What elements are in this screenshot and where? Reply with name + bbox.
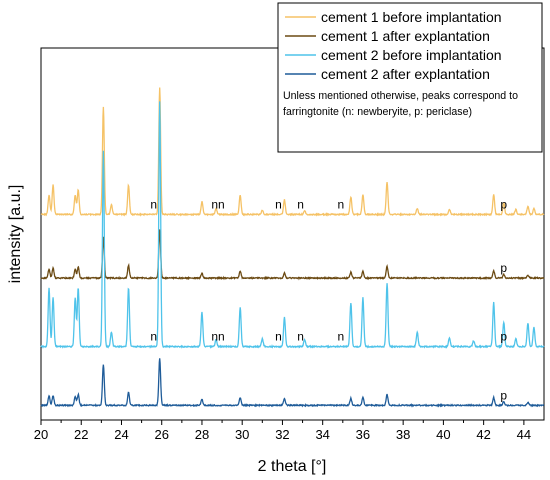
legend-label-1: cement 1 before implantation <box>321 9 502 25</box>
legend: cement 1 before implantation cement 1 af… <box>277 2 543 153</box>
x-tick-label: 24 <box>114 427 128 442</box>
x-tick-label: 40 <box>436 427 450 442</box>
legend-label-3: cement 2 before implantation <box>321 47 502 63</box>
series-line-2 <box>40 229 545 281</box>
peak-annotation: n <box>150 197 157 211</box>
peak-annotation: n <box>337 197 344 211</box>
x-tick-label: 38 <box>396 427 410 442</box>
x-tick-label: 32 <box>275 427 289 442</box>
x-tick-label: 20 <box>34 427 48 442</box>
legend-note-container: Unless mentioned otherwise, peaks corres… <box>283 90 518 118</box>
series-line-4 <box>40 358 545 408</box>
trace-layer <box>40 87 545 408</box>
peak-annotation: nn <box>211 330 224 344</box>
legend-note: Unless mentioned otherwise, peaks corres… <box>283 90 518 118</box>
peak-annotation: n <box>297 330 304 344</box>
legend-label-4: cement 2 after explantation <box>321 66 490 82</box>
series-line-1 <box>40 87 545 217</box>
peak-annotation: n <box>297 197 304 211</box>
series-line-3 <box>40 101 545 350</box>
legend-label-2: cement 1 after explantation <box>321 28 490 44</box>
x-axis-label: 2 theta [°] <box>258 458 327 475</box>
x-tick-label: 22 <box>74 427 88 442</box>
peak-annotation: n <box>150 330 157 344</box>
legend-box <box>277 2 543 153</box>
x-tick-label: 44 <box>517 427 531 442</box>
x-tick-label: 26 <box>154 427 168 442</box>
x-axis-ticks: 20 22 24 26 28 30 32 34 36 38 40 42 44 <box>34 420 531 442</box>
peak-annotation: nn <box>211 197 224 211</box>
x-tick-label: 30 <box>235 427 249 442</box>
peak-annotation: p <box>500 388 507 402</box>
peak-annotation: p <box>500 197 507 211</box>
x-tick-label: 34 <box>315 427 329 442</box>
x-tick-label: 28 <box>195 427 209 442</box>
peak-annotation: p <box>500 330 507 344</box>
y-axis-label: intensity [a.u.] <box>7 185 24 284</box>
peak-annotation: p <box>500 261 507 275</box>
peak-annotations: n nn n n n ppn nn n n n pp <box>150 197 507 402</box>
peak-annotation: n <box>337 330 344 344</box>
x-tick-label: 36 <box>356 427 370 442</box>
peak-annotation: n <box>275 330 282 344</box>
x-tick-label: 42 <box>476 427 490 442</box>
peak-annotation: n <box>275 197 282 211</box>
